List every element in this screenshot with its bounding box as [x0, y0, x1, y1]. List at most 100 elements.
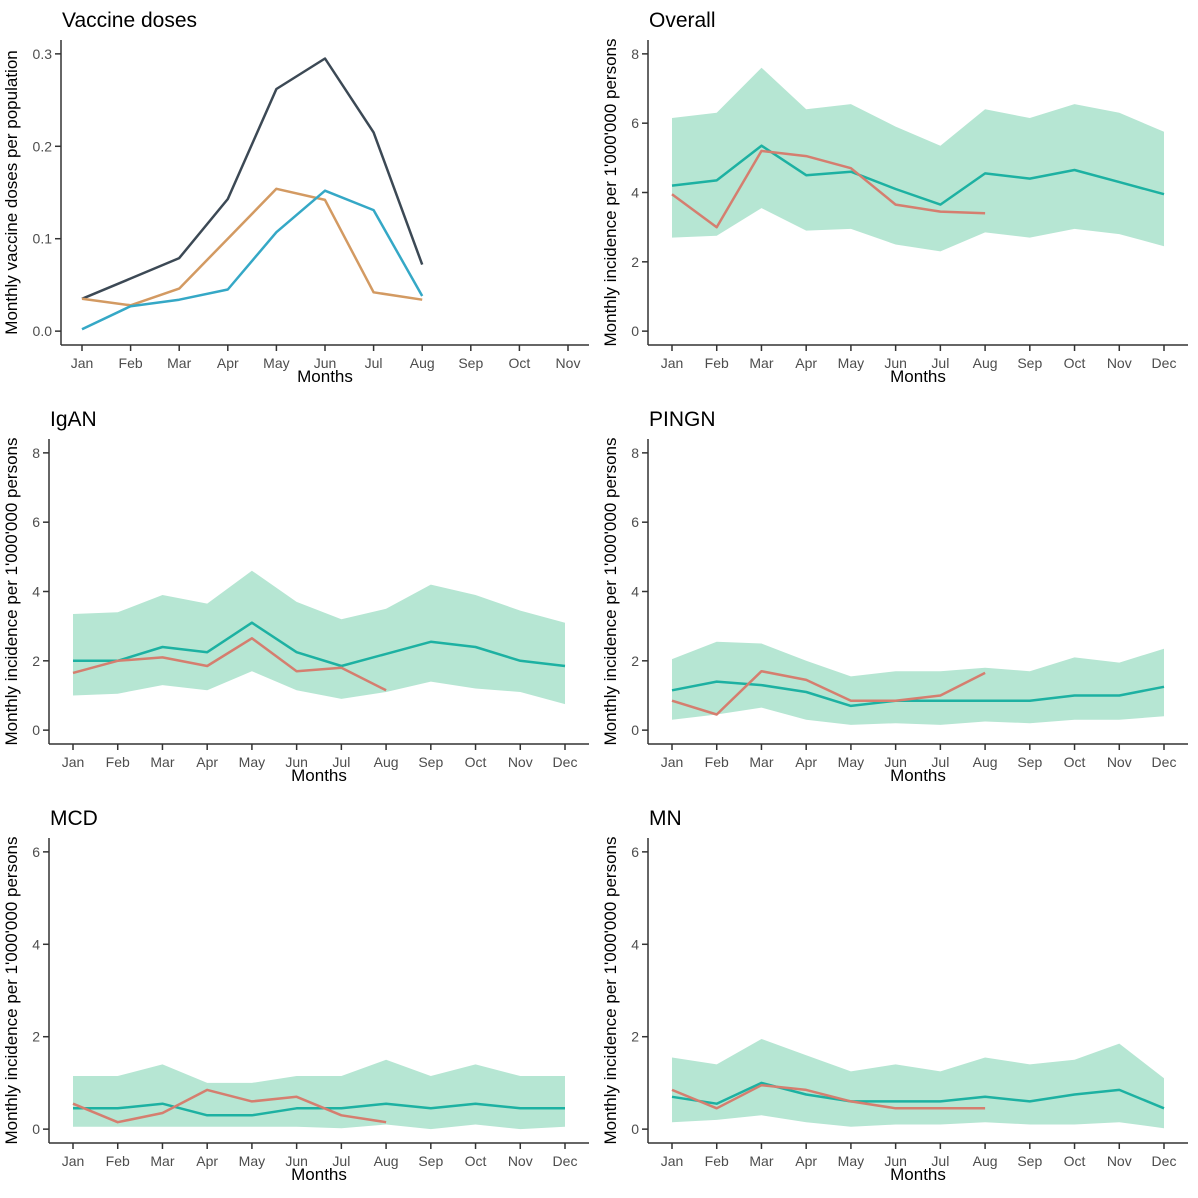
overall-chart: 0 2 4 6 8 Jan Feb Mar Apr May Jun Jul Aug Sep Oct Nov De…: [601, 9, 1188, 386]
y-axis-title: Monthly incidence per 1'000'000 persons: [601, 39, 620, 347]
x-tick-label: May: [239, 1153, 265, 1169]
x-tick-label: Nov: [1107, 754, 1132, 770]
x-tick-label: Jan: [71, 355, 94, 371]
confidence-band: [672, 1039, 1164, 1129]
teal-series-line: [73, 621, 566, 668]
y-tick-label: 2: [32, 653, 40, 669]
plot-layer: 0 2 4 6 Jan Feb Mar Apr May Jun Jul Aug Sep Oct Nov Dec: [32, 838, 589, 1169]
x-tick-label: Dec: [1152, 1153, 1177, 1169]
y-tick-label: 4: [631, 584, 639, 600]
x-tick-label: Feb: [705, 1153, 729, 1169]
teal-series-line: [671, 1081, 1165, 1110]
y-tick-label: 0: [631, 722, 639, 738]
chart-title: IgAN: [50, 408, 97, 431]
x-tick-label: Mar: [749, 1153, 773, 1169]
teal-series-line: [671, 680, 1165, 708]
x-tick-label: Feb: [106, 1153, 130, 1169]
y-tick-label: 8: [631, 46, 639, 62]
y-axis-title: Monthly incidence per 1'000'000 persons: [601, 438, 620, 746]
x-tick-label: Jan: [62, 754, 85, 770]
x-tick-label: May: [838, 355, 864, 371]
y-tick-label: 0: [631, 1121, 639, 1137]
red-series-line: [671, 149, 986, 229]
x-tick-label: May: [838, 754, 864, 770]
x-axis-title: Months: [291, 1165, 347, 1184]
y-tick-label: 2: [631, 653, 639, 669]
teal-series-line: [671, 144, 1165, 206]
x-tick-label: Aug: [973, 355, 998, 371]
x-tick-label: Sep: [418, 754, 443, 770]
plot-layer: 0 2 4 6 8 Jan Feb Mar Apr May Jun Jul Aug Sep Oct Nov De…: [631, 439, 1188, 770]
x-tick-label: Oct: [509, 355, 531, 371]
x-tick-label: Nov: [556, 355, 581, 371]
y-tick-label: 0.3: [33, 46, 53, 62]
mn-chart: 0 2 4 6 Jan Feb Mar Apr May Jun Jul Aug Sep Oct Nov Dec…: [601, 807, 1188, 1184]
x-tick-label: Jan: [661, 1153, 684, 1169]
chart-title: MN: [649, 807, 682, 830]
x-tick-label: Oct: [1064, 355, 1086, 371]
x-tick-label: Nov: [1107, 1153, 1132, 1169]
x-tick-label: Feb: [106, 754, 130, 770]
confidence-band: [672, 641, 1164, 725]
x-tick-label: Jul: [931, 1153, 949, 1169]
x-tick-label: Nov: [1107, 355, 1132, 371]
x-tick-label: Oct: [465, 1153, 487, 1169]
x-tick-label: Jul: [332, 1153, 350, 1169]
x-tick-label: Dec: [1152, 754, 1177, 770]
y-tick-label: 2: [631, 254, 639, 270]
x-tick-label: Aug: [973, 754, 998, 770]
chart-title: PINGN: [649, 408, 716, 431]
x-tick-label: Dec: [553, 754, 578, 770]
x-tick-label: Dec: [553, 1153, 578, 1169]
plot-layer: 0.0 0.1 0.2 0.3 Jan Feb Mar Apr May Jun Jul Aug Sep O…: [33, 40, 589, 371]
x-tick-label: Apr: [795, 355, 817, 371]
y-tick-label: 4: [32, 936, 40, 952]
y-tick-label: 4: [631, 185, 639, 201]
navy-series-line: [81, 57, 424, 300]
y-axis-title: Monthly vaccine doses per population: [2, 50, 21, 334]
x-tick-label: Jun: [314, 355, 337, 371]
x-tick-label: Mar: [150, 1153, 174, 1169]
orange-series-line: [81, 187, 423, 307]
x-tick-label: Mar: [150, 754, 174, 770]
red-series-line: [72, 1088, 387, 1124]
red-series-line: [671, 669, 986, 716]
x-tick-label: Feb: [705, 355, 729, 371]
x-tick-label: Jun: [884, 754, 907, 770]
x-tick-label: Jul: [931, 355, 949, 371]
x-tick-label: Mar: [167, 355, 191, 371]
y-tick-label: 8: [631, 445, 639, 461]
y-tick-label: 6: [32, 514, 40, 530]
x-axis-title: Months: [890, 1165, 946, 1184]
x-tick-label: Feb: [705, 754, 729, 770]
pingn-chart: 0 2 4 6 8 Jan Feb Mar Apr May Jun Jul Aug Sep Oct Nov De…: [601, 408, 1188, 785]
y-tick-label: 2: [32, 1029, 40, 1045]
x-axis-title: Months: [291, 766, 347, 785]
y-tick-label: 0: [32, 722, 40, 738]
x-tick-label: Jun: [884, 1153, 907, 1169]
plot-layer: 0 2 4 6 8 Jan Feb Mar Apr May Jun Jul Aug Sep Oct Nov De…: [32, 439, 589, 770]
x-tick-label: Apr: [217, 355, 239, 371]
y-tick-label: 6: [631, 844, 639, 860]
y-tick-label: 6: [631, 514, 639, 530]
igan-chart: 0 2 4 6 8 Jan Feb Mar Apr May Jun Jul Aug Sep Oct Nov De…: [2, 408, 589, 785]
x-tick-label: Mar: [749, 355, 773, 371]
x-tick-label: Jul: [332, 754, 350, 770]
x-tick-label: Sep: [1017, 754, 1042, 770]
y-tick-label: 8: [32, 445, 40, 461]
plot-layer: 0 2 4 6 Jan Feb Mar Apr May Jun Jul Aug Sep Oct Nov Dec: [631, 838, 1188, 1169]
x-axis-title: Months: [890, 367, 946, 386]
x-tick-label: Sep: [418, 1153, 443, 1169]
panel-igan: 0 2 4 6 8 Jan Feb Mar Apr May Jun Jul Aug Sep Oct Nov De…: [0, 399, 599, 798]
vaccine-doses-chart: 0.0 0.1 0.2 0.3 Jan Feb Mar Apr May Jun Jul Aug Sep O…: [2, 9, 589, 386]
y-axis-title: Monthly incidence per 1'000'000 persons: [2, 837, 21, 1145]
x-tick-label: Jul: [931, 754, 949, 770]
mcd-chart: 0 2 4 6 Jan Feb Mar Apr May Jun Jul Aug Sep Oct Nov Dec…: [2, 807, 589, 1184]
panel-pingn: 0 2 4 6 8 Jan Feb Mar Apr May Jun Jul Aug Sep Oct Nov De…: [599, 399, 1198, 798]
x-tick-label: Sep: [1017, 355, 1042, 371]
x-tick-label: Aug: [410, 355, 435, 371]
y-tick-label: 0.2: [33, 138, 53, 154]
x-tick-label: Nov: [508, 1153, 533, 1169]
blue-series-line: [81, 189, 424, 331]
